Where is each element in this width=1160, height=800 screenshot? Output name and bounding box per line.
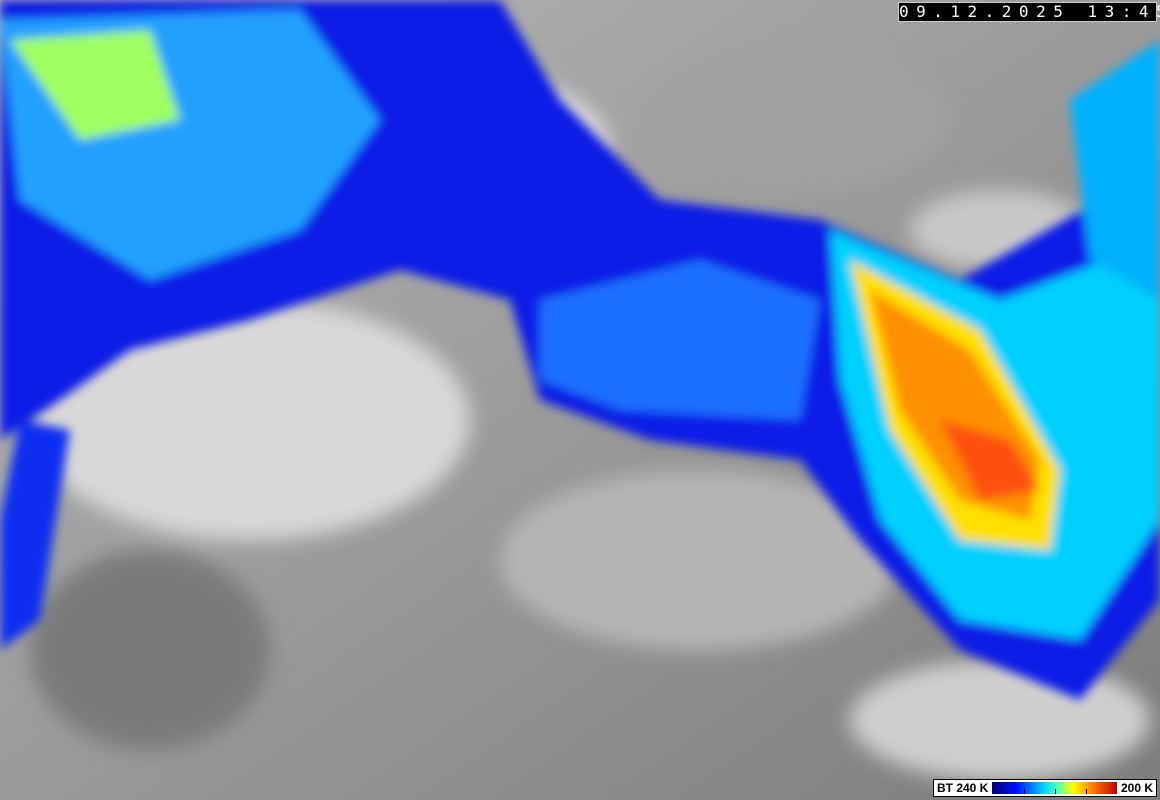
legend-color-bar <box>992 782 1117 794</box>
legend-tick <box>1085 789 1087 794</box>
legend-tick <box>1023 789 1025 794</box>
cold-cloud-tops <box>0 0 1160 700</box>
timestamp: 09.12.2025 13:45 <box>898 2 1160 22</box>
color-scale-legend: BT 240 K 200 K <box>933 779 1157 797</box>
legend-min-label: BT 240 K <box>937 781 989 795</box>
legend-tick <box>1054 789 1056 794</box>
legend-max-label: 200 K <box>1120 781 1153 795</box>
